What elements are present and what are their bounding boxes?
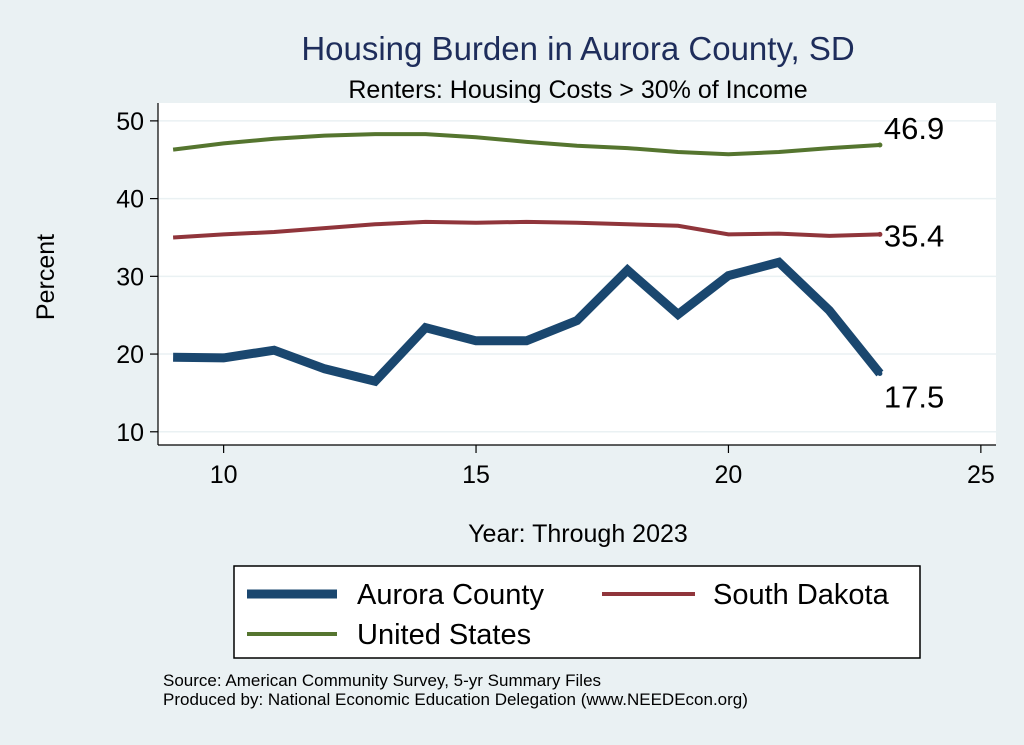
series-line-0	[173, 257, 884, 387]
y-tick-label: 10	[116, 419, 144, 447]
series-end-point	[877, 142, 883, 148]
chart-title: Housing Burden in Aurora County, SD	[301, 30, 854, 67]
legend-label: Aurora County	[357, 579, 544, 611]
legend-box	[233, 565, 921, 659]
series-end-point	[877, 370, 883, 376]
source-notes: Source: American Community Survey, 5-yr …	[163, 671, 748, 709]
x-tick-label: 25	[967, 461, 995, 489]
series-end-point	[877, 231, 883, 237]
y-tick-label: 40	[116, 186, 144, 214]
end-labels: 17.5 35.4 46.9	[877, 111, 944, 414]
legend: Aurora County South Dakota United States	[233, 565, 921, 659]
x-tick-label: 15	[462, 461, 490, 489]
y-tick-label: 20	[116, 341, 144, 369]
source-note: Source: American Community Survey, 5-yr …	[163, 671, 602, 690]
x-tick-label: 10	[210, 461, 238, 489]
y-tick-label: 50	[116, 108, 144, 136]
y-tick-label: 30	[116, 263, 144, 291]
axes: 10 20 30 40 50 10 15 20 25	[116, 103, 996, 489]
chart-subtitle: Renters: Housing Costs > 30% of Income	[348, 76, 807, 104]
series-end-label: 46.9	[884, 111, 944, 146]
series-lines	[172, 132, 884, 387]
series-line-2	[172, 132, 881, 157]
producer-note: Produced by: National Economic Education…	[163, 690, 748, 709]
legend-label: United States	[357, 619, 531, 651]
x-tick-label: 20	[715, 461, 743, 489]
y-axis-title: Percent	[32, 234, 60, 320]
series-end-label: 17.5	[884, 379, 944, 414]
legend-label: South Dakota	[713, 579, 890, 611]
x-axis-title: Year: Through 2023	[468, 520, 688, 548]
series-end-label: 35.4	[884, 218, 944, 253]
plot-area	[158, 103, 996, 445]
grid-lines	[158, 120, 996, 433]
series-line-1	[172, 219, 880, 240]
